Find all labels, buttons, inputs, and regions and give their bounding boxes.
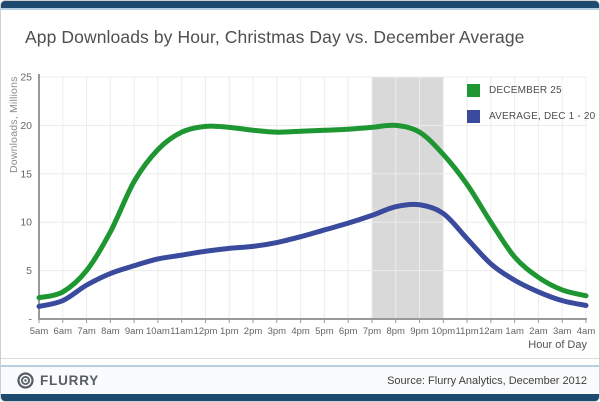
svg-text:5pm: 5pm <box>315 326 334 337</box>
svg-text:25: 25 <box>20 72 32 84</box>
svg-text:10: 10 <box>20 217 32 229</box>
svg-text:20: 20 <box>20 120 32 132</box>
svg-text:-: - <box>29 314 33 326</box>
bottom-bar <box>1 394 599 401</box>
svg-text:1pm: 1pm <box>220 326 239 337</box>
svg-text:7pm: 7pm <box>363 326 382 337</box>
legend-item-december-25: DECEMBER 25 <box>467 84 595 97</box>
svg-text:9am: 9am <box>125 326 144 337</box>
legend-swatch-average <box>467 110 480 123</box>
svg-text:5am: 5am <box>30 326 49 337</box>
panel-bottom-edge <box>1 358 599 359</box>
svg-text:5: 5 <box>26 265 32 277</box>
flurry-logo-text: FLURRY <box>40 373 100 388</box>
svg-text:10am: 10am <box>146 326 170 337</box>
svg-text:15: 15 <box>20 168 32 180</box>
svg-text:7am: 7am <box>77 326 96 337</box>
flurry-logo-icon <box>17 372 34 389</box>
svg-text:2am: 2am <box>529 326 548 337</box>
svg-text:3am: 3am <box>553 326 572 337</box>
footer-bar: FLURRY Source: Flurry Analytics, Decembe… <box>1 367 599 394</box>
svg-text:4am: 4am <box>577 326 596 337</box>
source-text: Source: Flurry Analytics, December 2012 <box>387 374 587 387</box>
svg-text:11pm: 11pm <box>456 326 479 337</box>
svg-text:6pm: 6pm <box>339 326 358 337</box>
svg-text:9pm: 9pm <box>410 326 429 337</box>
svg-text:12am: 12am <box>479 326 503 337</box>
svg-text:6am: 6am <box>54 326 73 337</box>
legend: DECEMBER 25 AVERAGE, DEC 1 - 20 <box>467 84 595 136</box>
y-axis-title: Downloads, Millions <box>8 76 20 173</box>
svg-text:3pm: 3pm <box>268 326 287 337</box>
svg-text:11am: 11am <box>170 326 193 337</box>
svg-text:8am: 8am <box>101 326 120 337</box>
svg-text:4pm: 4pm <box>291 326 310 337</box>
footer-accent-line <box>1 365 599 367</box>
svg-text:10pm: 10pm <box>431 326 455 337</box>
top-bar <box>1 1 599 8</box>
top-accent-line <box>1 8 599 10</box>
svg-text:8pm: 8pm <box>386 326 405 337</box>
legend-item-average: AVERAGE, DEC 1 - 20 <box>467 110 595 123</box>
chart-title: App Downloads by Hour, Christmas Day vs.… <box>25 27 525 47</box>
svg-text:12pm: 12pm <box>194 326 218 337</box>
legend-swatch-december-25 <box>467 84 480 97</box>
svg-text:1am: 1am <box>505 326 524 337</box>
svg-text:2pm: 2pm <box>244 326 263 337</box>
legend-label-december-25: DECEMBER 25 <box>489 85 562 96</box>
flurry-logo: FLURRY <box>17 372 99 389</box>
legend-label-average: AVERAGE, DEC 1 - 20 <box>489 111 596 122</box>
x-axis-title: Hour of Day <box>528 339 587 351</box>
